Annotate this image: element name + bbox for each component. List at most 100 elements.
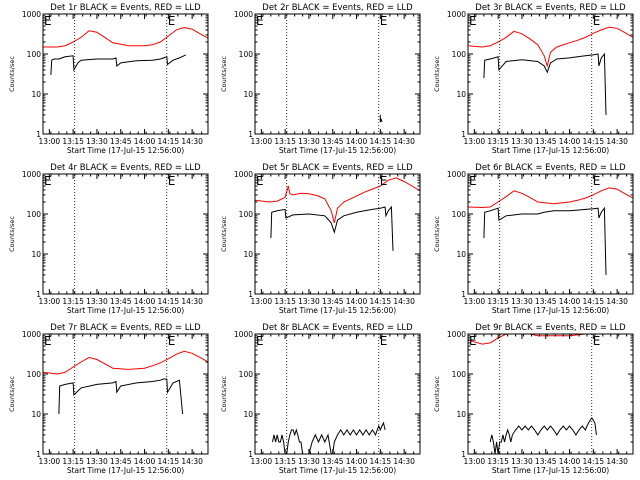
- event-marker-label: E: [380, 334, 388, 348]
- plot-frame: [467, 333, 634, 455]
- y-axis-label: Counts/sec: [220, 216, 228, 252]
- y-tick-label: 100: [239, 370, 254, 379]
- x-tick-label: 14:30: [393, 457, 415, 466]
- events-series-line: [50, 54, 187, 75]
- plot-frame: [254, 13, 421, 135]
- x-tick-label: 14:30: [606, 297, 628, 306]
- event-marker-label: E: [380, 174, 388, 188]
- series-group: [379, 114, 383, 123]
- x-tick-label: 13:45: [110, 457, 132, 466]
- x-tick-label: 14:30: [181, 457, 203, 466]
- y-tick-label: 10: [243, 250, 253, 259]
- y-tick-label: 10: [456, 250, 466, 259]
- y-tick-label: 1: [248, 130, 253, 139]
- y-tick-label: 10: [456, 410, 466, 419]
- series-group: [468, 187, 633, 275]
- panel-title: Det 3r BLACK = Events, RED = LLD: [475, 3, 626, 13]
- series-group: [272, 421, 386, 454]
- x-tick-label: 13:30: [86, 297, 108, 306]
- x-axis-label: Start Time (17-Jul-15 12:56:00): [279, 306, 396, 315]
- x-tick-label: 13:15: [274, 297, 296, 306]
- panel-title: Det 4r BLACK = Events, RED = LLD: [50, 163, 201, 173]
- x-tick-label: 14:30: [181, 297, 203, 306]
- y-tick-label: 100: [27, 370, 42, 379]
- y-axis-label: Counts/sec: [8, 56, 16, 92]
- plot-frame: [254, 173, 421, 295]
- event-marker-label: E: [380, 14, 388, 28]
- y-tick-label: 100: [452, 50, 467, 59]
- y-tick-label: 100: [239, 50, 254, 59]
- events-series-line: [483, 52, 607, 115]
- x-tick-label: 14:00: [346, 457, 368, 466]
- lld-series-line: [43, 350, 208, 375]
- y-tick-label: 1000: [22, 170, 41, 179]
- lld-series-line: [468, 26, 633, 68]
- x-tick-label: 13:30: [298, 297, 320, 306]
- event-marker-label: E: [593, 334, 601, 348]
- x-tick-label: 14:15: [583, 297, 605, 306]
- x-tick-label: 14:30: [606, 137, 628, 146]
- event-marker-label: E: [469, 334, 477, 348]
- x-tick-label: 13:00: [39, 457, 61, 466]
- panel-title: Det 2r BLACK = Events, RED = LLD: [262, 3, 413, 13]
- x-axis-label: Start Time (17-Jul-15 12:56:00): [67, 146, 184, 155]
- events-series-line: [379, 114, 383, 123]
- events-series-line: [483, 206, 607, 275]
- lld-series-line: [255, 177, 420, 224]
- event-marker-label: E: [256, 174, 264, 188]
- x-tick-label: 13:00: [39, 137, 61, 146]
- lld-series-line: [468, 187, 633, 209]
- plot-frame: [467, 13, 634, 135]
- y-axis-label: Counts/sec: [433, 56, 441, 92]
- y-tick-label: 10: [243, 410, 253, 419]
- x-tick-label: 14:15: [370, 137, 392, 146]
- x-tick-label: 13:45: [535, 457, 557, 466]
- x-tick-label: 13:45: [322, 137, 344, 146]
- panel-title: Det 9r BLACK = Events, RED = LLD: [475, 323, 626, 333]
- x-tick-label: 13:15: [487, 457, 509, 466]
- series-group: [43, 26, 208, 75]
- event-marker-label: E: [168, 14, 176, 28]
- x-axis-label: Start Time (17-Jul-15 12:56:00): [492, 466, 609, 475]
- x-tick-label: 13:15: [62, 457, 84, 466]
- x-tick-label: 13:30: [511, 137, 533, 146]
- plot-frame: [42, 13, 209, 135]
- y-tick-label: 1000: [234, 330, 253, 339]
- event-marker-label: E: [593, 174, 601, 188]
- panel-title: Det 6r BLACK = Events, RED = LLD: [475, 163, 626, 173]
- y-tick-label: 1000: [22, 10, 41, 19]
- x-tick-label: 14:15: [583, 457, 605, 466]
- y-tick-label: 1: [461, 130, 466, 139]
- x-tick-label: 14:00: [559, 297, 581, 306]
- x-tick-label: 13:45: [322, 297, 344, 306]
- x-tick-label: 13:00: [464, 297, 486, 306]
- x-tick-label: 13:15: [487, 137, 509, 146]
- y-tick-label: 1: [36, 130, 41, 139]
- series-group: [43, 350, 208, 415]
- y-tick-label: 1: [36, 450, 41, 459]
- y-tick-label: 100: [452, 210, 467, 219]
- x-tick-label: 13:30: [298, 137, 320, 146]
- y-axis-label: Counts/sec: [433, 216, 441, 252]
- x-tick-label: 13:45: [535, 297, 557, 306]
- x-tick-label: 14:15: [370, 297, 392, 306]
- x-tick-label: 14:00: [346, 137, 368, 146]
- x-tick-label: 13:00: [251, 457, 273, 466]
- y-tick-label: 1: [36, 290, 41, 299]
- events-series-line: [489, 417, 597, 454]
- x-tick-label: 13:15: [274, 137, 296, 146]
- x-axis-label: Start Time (17-Jul-15 12:56:00): [279, 466, 396, 475]
- events-series-line: [272, 421, 386, 454]
- x-tick-label: 14:15: [583, 137, 605, 146]
- x-tick-label: 14:30: [393, 297, 415, 306]
- y-tick-label: 100: [239, 210, 254, 219]
- x-tick-label: 14:00: [134, 457, 156, 466]
- x-tick-label: 13:15: [62, 137, 84, 146]
- panel-title: Det 1r BLACK = Events, RED = LLD: [50, 3, 201, 13]
